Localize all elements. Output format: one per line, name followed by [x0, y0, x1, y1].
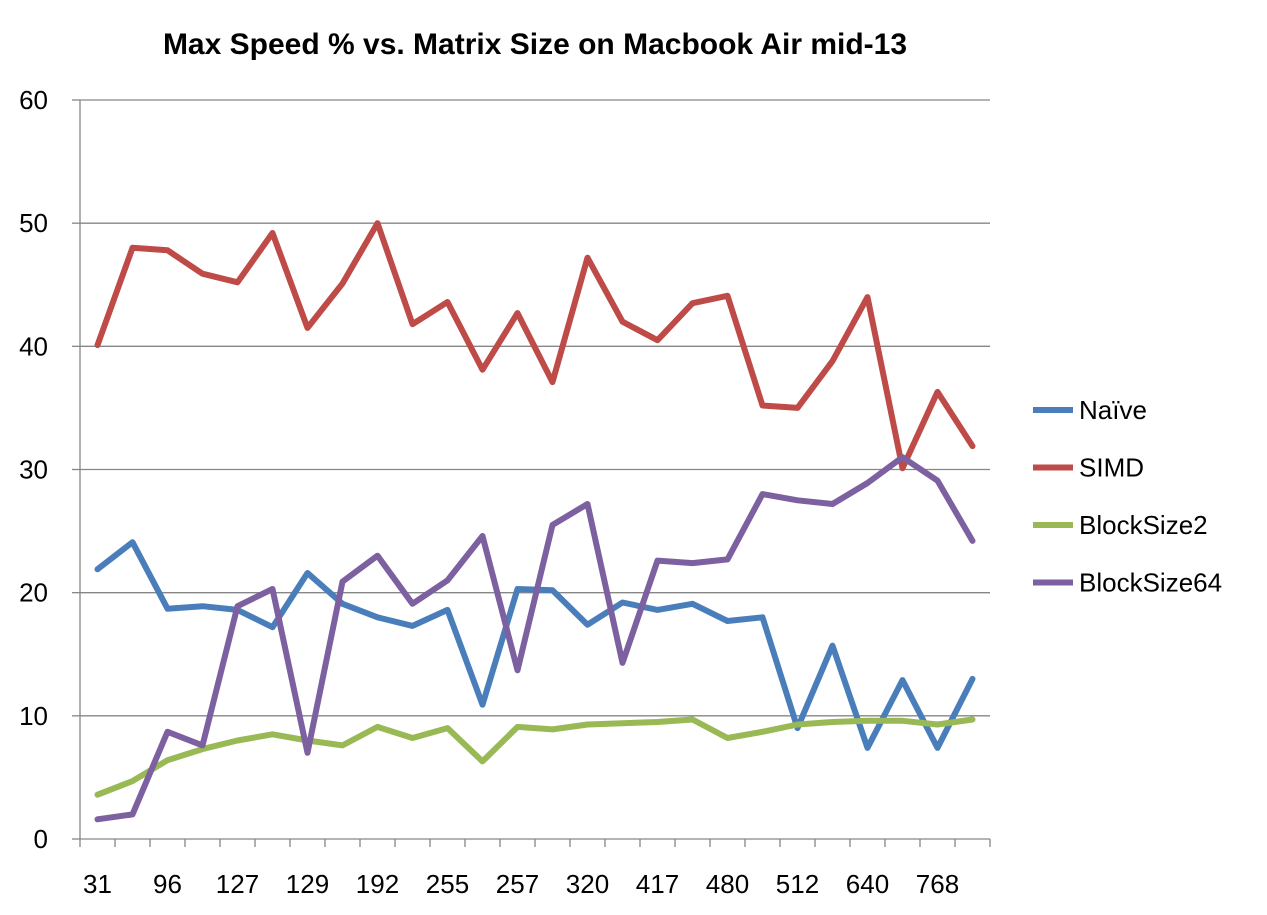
x-tick-label: 512: [776, 869, 819, 899]
series-line-blocksize64: [94, 454, 976, 823]
y-axis-ticks: 0 10 20 30 40 50 60: [19, 85, 48, 854]
x-tick-label: 96: [153, 869, 182, 899]
legend-label-na-ve: Naïve: [1079, 395, 1147, 425]
x-tick-label: 640: [846, 869, 889, 899]
x-tick-label: 255: [426, 869, 469, 899]
legend-label-simd: SIMD: [1079, 453, 1144, 483]
axes: [72, 99, 991, 847]
y-tick-label: 0: [34, 824, 48, 854]
series-lines: [94, 220, 976, 823]
y-tick-label: 30: [19, 455, 48, 485]
x-tick-label: 31: [83, 869, 112, 899]
chart-title: Max Speed % vs. Matrix Size on Macbook A…: [162, 28, 908, 61]
x-tick-label: 320: [566, 869, 609, 899]
y-tick-label: 50: [19, 208, 48, 238]
legend-label-blocksize64: BlockSize64: [1079, 568, 1222, 598]
legend-label-blocksize2: BlockSize2: [1079, 510, 1208, 540]
x-tick-label: 192: [356, 869, 399, 899]
series-line-simd: [94, 220, 976, 472]
legend: Naïve SIMD BlockSize2 BlockSize64: [1033, 395, 1222, 598]
y-tick-label: 10: [19, 701, 48, 731]
gridlines: [80, 99, 990, 717]
x-tick-label: 127: [216, 869, 259, 899]
x-axis-ticks: 31 96 127 129 192 255 257 320 417 480 512 640 768: [83, 869, 959, 899]
series-line-blocksize2: [94, 716, 976, 798]
y-tick-label: 40: [19, 331, 48, 361]
x-tick-label: 417: [636, 869, 679, 899]
x-tick-label: 257: [496, 869, 539, 899]
x-tick-label: 768: [916, 869, 959, 899]
y-tick-label: 20: [19, 578, 48, 608]
x-tick-label: 480: [706, 869, 749, 899]
x-tick-label: 129: [286, 869, 329, 899]
y-tick-label: 60: [19, 85, 48, 115]
